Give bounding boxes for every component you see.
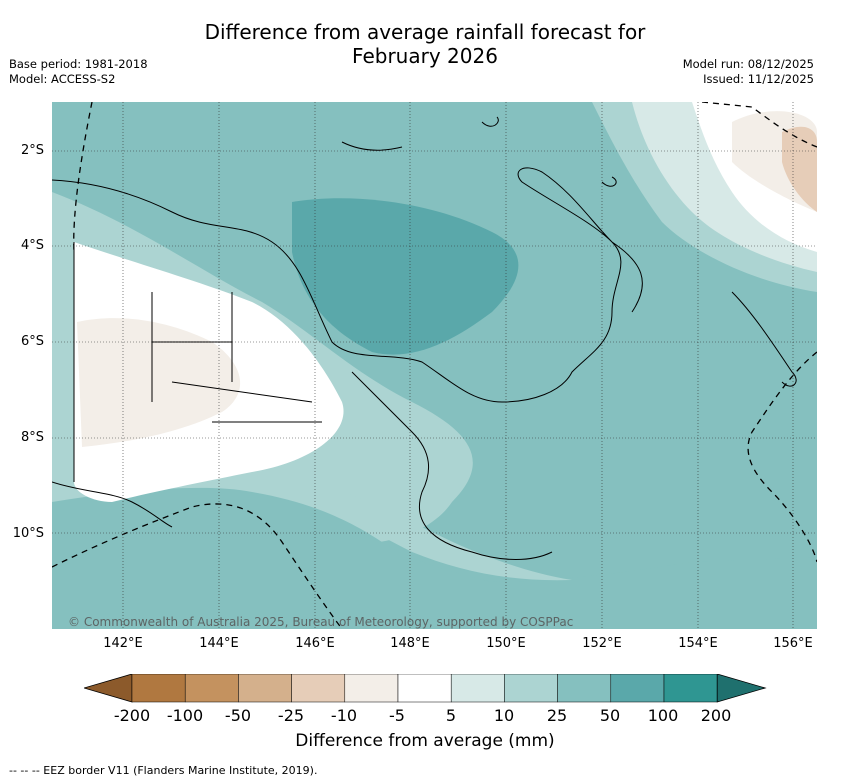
eez-west-segment	[73, 102, 93, 253]
colorbar-extend-high	[716, 674, 767, 703]
lon-label-146: 146°E	[295, 636, 335, 651]
tan-deep-northeast	[782, 126, 817, 212]
lon-label-150: 150°E	[486, 636, 526, 651]
cb-tick-200: 200	[700, 706, 732, 725]
cb-tick-5: 5	[445, 706, 457, 725]
island-coasts	[341, 116, 617, 187]
colorbar-title: Difference from average (mm)	[295, 731, 555, 751]
cb-tick-neg5: -5	[389, 706, 405, 725]
lon-label-156: 156°E	[773, 636, 813, 651]
issued-text: Issued: 11/12/2025	[703, 72, 814, 86]
title-line-2: February 2026	[352, 44, 498, 68]
cb-tick-neg10: -10	[330, 706, 358, 725]
eez-east-segment	[747, 351, 817, 563]
colorbar-segment	[238, 674, 292, 703]
lon-label-152: 152°E	[582, 636, 622, 651]
peninsula-coast	[351, 371, 553, 560]
cb-tick-25: 25	[546, 706, 568, 725]
copyright-text: © Commonwealth of Australia 2025, Bureau…	[68, 615, 574, 629]
colorbar-segment	[610, 674, 665, 703]
cb-tick-100: 100	[647, 706, 679, 725]
lon-label-148: 148°E	[390, 636, 430, 651]
mainland-coast	[52, 167, 643, 403]
base-period-text: Base period: 1981-2018	[9, 57, 148, 71]
model-text: Model: ACCESS-S2	[9, 72, 116, 86]
title-line-1: Difference from average rainfall forecas…	[204, 20, 646, 44]
cb-tick-neg50: -50	[224, 706, 252, 725]
lon-label-154: 154°E	[678, 636, 718, 651]
colorbar-segment	[131, 674, 186, 703]
cb-tick-neg200: -200	[113, 706, 151, 725]
australia-coast	[52, 481, 173, 528]
map-svg	[52, 102, 817, 629]
chart-title: Difference from average rainfall forecas…	[0, 20, 850, 68]
cb-tick-50: 50	[599, 706, 621, 725]
colorbar-segment	[663, 674, 718, 703]
light-band-south	[52, 470, 572, 581]
mid-band-south	[52, 487, 817, 629]
colorbar-segment	[557, 674, 612, 703]
cb-tick-neg25: -25	[277, 706, 305, 725]
colorbar-segment	[450, 674, 505, 703]
lat-label-6s: 6°S	[20, 334, 44, 349]
eez-legend-text: -- -- -- EEZ border V11 (Flanders Marine…	[9, 764, 318, 777]
gridlines	[52, 102, 817, 629]
model-run-text: Model run: 08/12/2025	[682, 57, 814, 71]
colorbar-segment	[397, 674, 452, 703]
cb-tick-neg100: -100	[166, 706, 204, 725]
colorbar	[84, 674, 767, 703]
colorbar-segment	[184, 674, 239, 703]
cb-tick-10: 10	[493, 706, 515, 725]
lat-label-8s: 8°S	[20, 430, 44, 445]
tan-band-west	[77, 318, 241, 447]
lon-label-144: 144°E	[199, 636, 239, 651]
lon-label-142: 142°E	[103, 636, 143, 651]
colorbar-segment	[291, 674, 346, 703]
meta-right: Model run: 08/12/2025 Issued: 11/12/2025	[683, 57, 814, 87]
lat-label-2s: 2°S	[20, 143, 44, 158]
colorbar-segment	[504, 674, 558, 703]
eez-borders	[52, 102, 817, 629]
deep-band-center	[292, 198, 519, 355]
province-borders	[73, 242, 322, 482]
colorbar-segment	[344, 674, 399, 703]
lat-label-4s: 4°S	[20, 238, 44, 253]
lat-label-10s: 10°S	[12, 526, 44, 541]
rainfall-map	[52, 102, 817, 629]
colorbar-extend-low	[84, 674, 133, 703]
meta-left: Base period: 1981-2018 Model: ACCESS-S2	[9, 57, 148, 87]
bougainville-coast	[731, 291, 797, 387]
colorbar-segments	[84, 674, 767, 703]
coastlines	[52, 116, 797, 560]
